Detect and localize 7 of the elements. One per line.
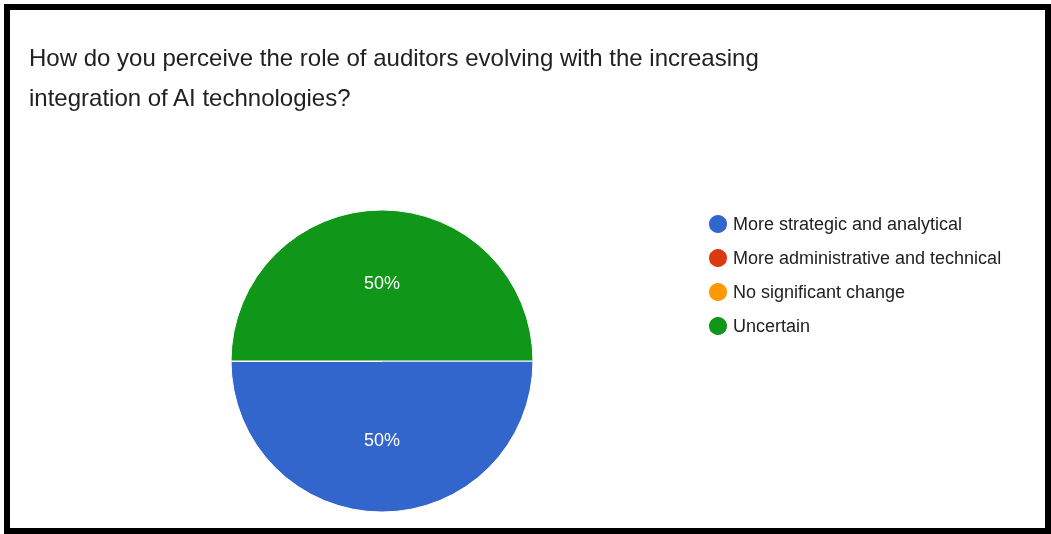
legend-label: More administrative and technical bbox=[733, 248, 1002, 268]
legend-label: No significant change bbox=[733, 282, 906, 302]
data-label: 50% bbox=[363, 429, 401, 450]
data-label: 50% bbox=[363, 272, 401, 293]
legend-label: More strategic and analytical bbox=[733, 214, 963, 234]
chart-title: How do you perceive the role of auditors evolving with the increasing integration of AI technologies? bbox=[29, 43, 766, 111]
legend-label: Uncertain bbox=[733, 316, 811, 336]
